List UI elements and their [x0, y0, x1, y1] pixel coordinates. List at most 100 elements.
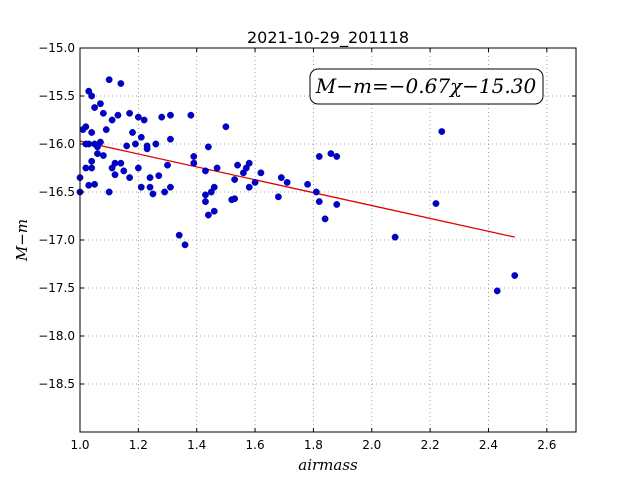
data-point	[167, 111, 174, 119]
data-point	[85, 181, 93, 189]
y-tick-label: −17.0	[38, 233, 75, 247]
data-point	[432, 200, 440, 207]
data-point	[202, 167, 209, 175]
data-point	[213, 164, 221, 172]
data-point	[181, 241, 189, 249]
x-tick-label: 1.2	[129, 438, 148, 452]
data-point	[312, 188, 320, 196]
data-point	[251, 178, 259, 186]
data-point	[105, 188, 113, 196]
fit-line-group	[79, 140, 515, 238]
data-point	[117, 159, 125, 167]
data-point	[210, 207, 218, 215]
x-tick-label: 1.0	[70, 438, 89, 452]
data-point	[123, 142, 131, 150]
data-point	[231, 195, 239, 203]
data-point	[129, 129, 136, 136]
y-tick-label: −16.0	[38, 137, 75, 151]
data-point	[82, 164, 90, 172]
x-tick-label: 2.2	[421, 438, 440, 452]
data-point	[222, 123, 230, 131]
data-point	[202, 198, 209, 206]
y-axis-label: M−m	[13, 219, 31, 262]
data-point	[231, 176, 239, 183]
x-axis-label: airmass	[298, 456, 358, 474]
data-point	[126, 109, 134, 117]
y-tick-label: −15.0	[38, 41, 75, 55]
data-point	[493, 287, 501, 295]
data-point	[97, 100, 104, 108]
data-point	[91, 180, 98, 188]
data-point	[97, 138, 104, 146]
data-point	[155, 172, 163, 180]
data-point	[99, 109, 107, 117]
data-point	[333, 201, 341, 208]
data-point	[283, 178, 291, 186]
y-tick-label: −18.0	[38, 329, 75, 343]
data-point	[149, 190, 157, 198]
data-point	[234, 161, 241, 169]
data-point	[190, 153, 198, 160]
x-tick-label: 2.6	[537, 438, 556, 452]
data-point	[82, 123, 90, 131]
data-point	[88, 92, 96, 100]
data-point	[85, 140, 93, 148]
x-tick-label: 1.8	[304, 438, 323, 452]
data-point	[245, 183, 253, 191]
data-point	[111, 159, 119, 167]
data-point	[274, 193, 282, 201]
x-tick-label: 2.4	[479, 438, 498, 452]
data-point	[132, 140, 139, 148]
data-point	[391, 233, 399, 241]
data-point	[167, 135, 174, 143]
y-tick-label: −16.5	[38, 185, 75, 199]
data-point	[158, 113, 166, 121]
data-point	[167, 183, 174, 191]
data-point	[204, 143, 212, 151]
x-tick-label: 1.6	[246, 438, 265, 452]
grid-lines	[79, 47, 576, 432]
data-point	[245, 159, 253, 167]
data-point	[94, 150, 101, 158]
x-axis-ticks: 1.0 1.2 1.4 1.6 1.8 2.0 2.2 2.4 2.6	[70, 48, 556, 452]
data-point	[327, 150, 335, 158]
data-point	[187, 111, 195, 119]
data-point	[134, 164, 142, 172]
data-point	[146, 174, 154, 182]
data-point	[126, 174, 134, 182]
y-axis-ticks: −15.0 −15.5 −16.0 −16.5 −17.0 −17.5 −18.0 −18.5	[38, 41, 576, 391]
data-point	[204, 211, 212, 219]
data-point	[91, 104, 98, 111]
data-point	[140, 116, 148, 124]
data-point	[152, 140, 160, 148]
data-point	[315, 198, 323, 206]
data-point	[315, 153, 323, 160]
y-tick-label: −18.5	[38, 377, 75, 391]
data-point	[304, 180, 311, 188]
data-point	[146, 183, 154, 191]
data-points	[76, 76, 519, 295]
annotation-box	[309, 68, 544, 105]
data-point	[438, 128, 446, 135]
y-tick-label: −15.5	[38, 89, 75, 103]
data-point	[137, 133, 145, 141]
data-point	[257, 169, 265, 177]
data-point	[99, 152, 107, 159]
fit-line	[79, 140, 515, 238]
data-point	[102, 126, 110, 134]
data-point	[134, 113, 142, 121]
data-point	[105, 76, 113, 84]
data-point	[164, 161, 171, 169]
data-point	[202, 191, 209, 199]
data-point	[321, 215, 329, 223]
data-point	[161, 188, 169, 196]
data-point	[137, 183, 145, 191]
annotation-text: M−m=−0.67χ−15.30	[315, 74, 537, 98]
data-point	[117, 80, 125, 87]
data-point	[175, 231, 183, 239]
data-point	[210, 183, 218, 191]
data-point	[120, 167, 128, 175]
data-point	[88, 164, 96, 172]
y-tick-label: −17.5	[38, 281, 75, 295]
